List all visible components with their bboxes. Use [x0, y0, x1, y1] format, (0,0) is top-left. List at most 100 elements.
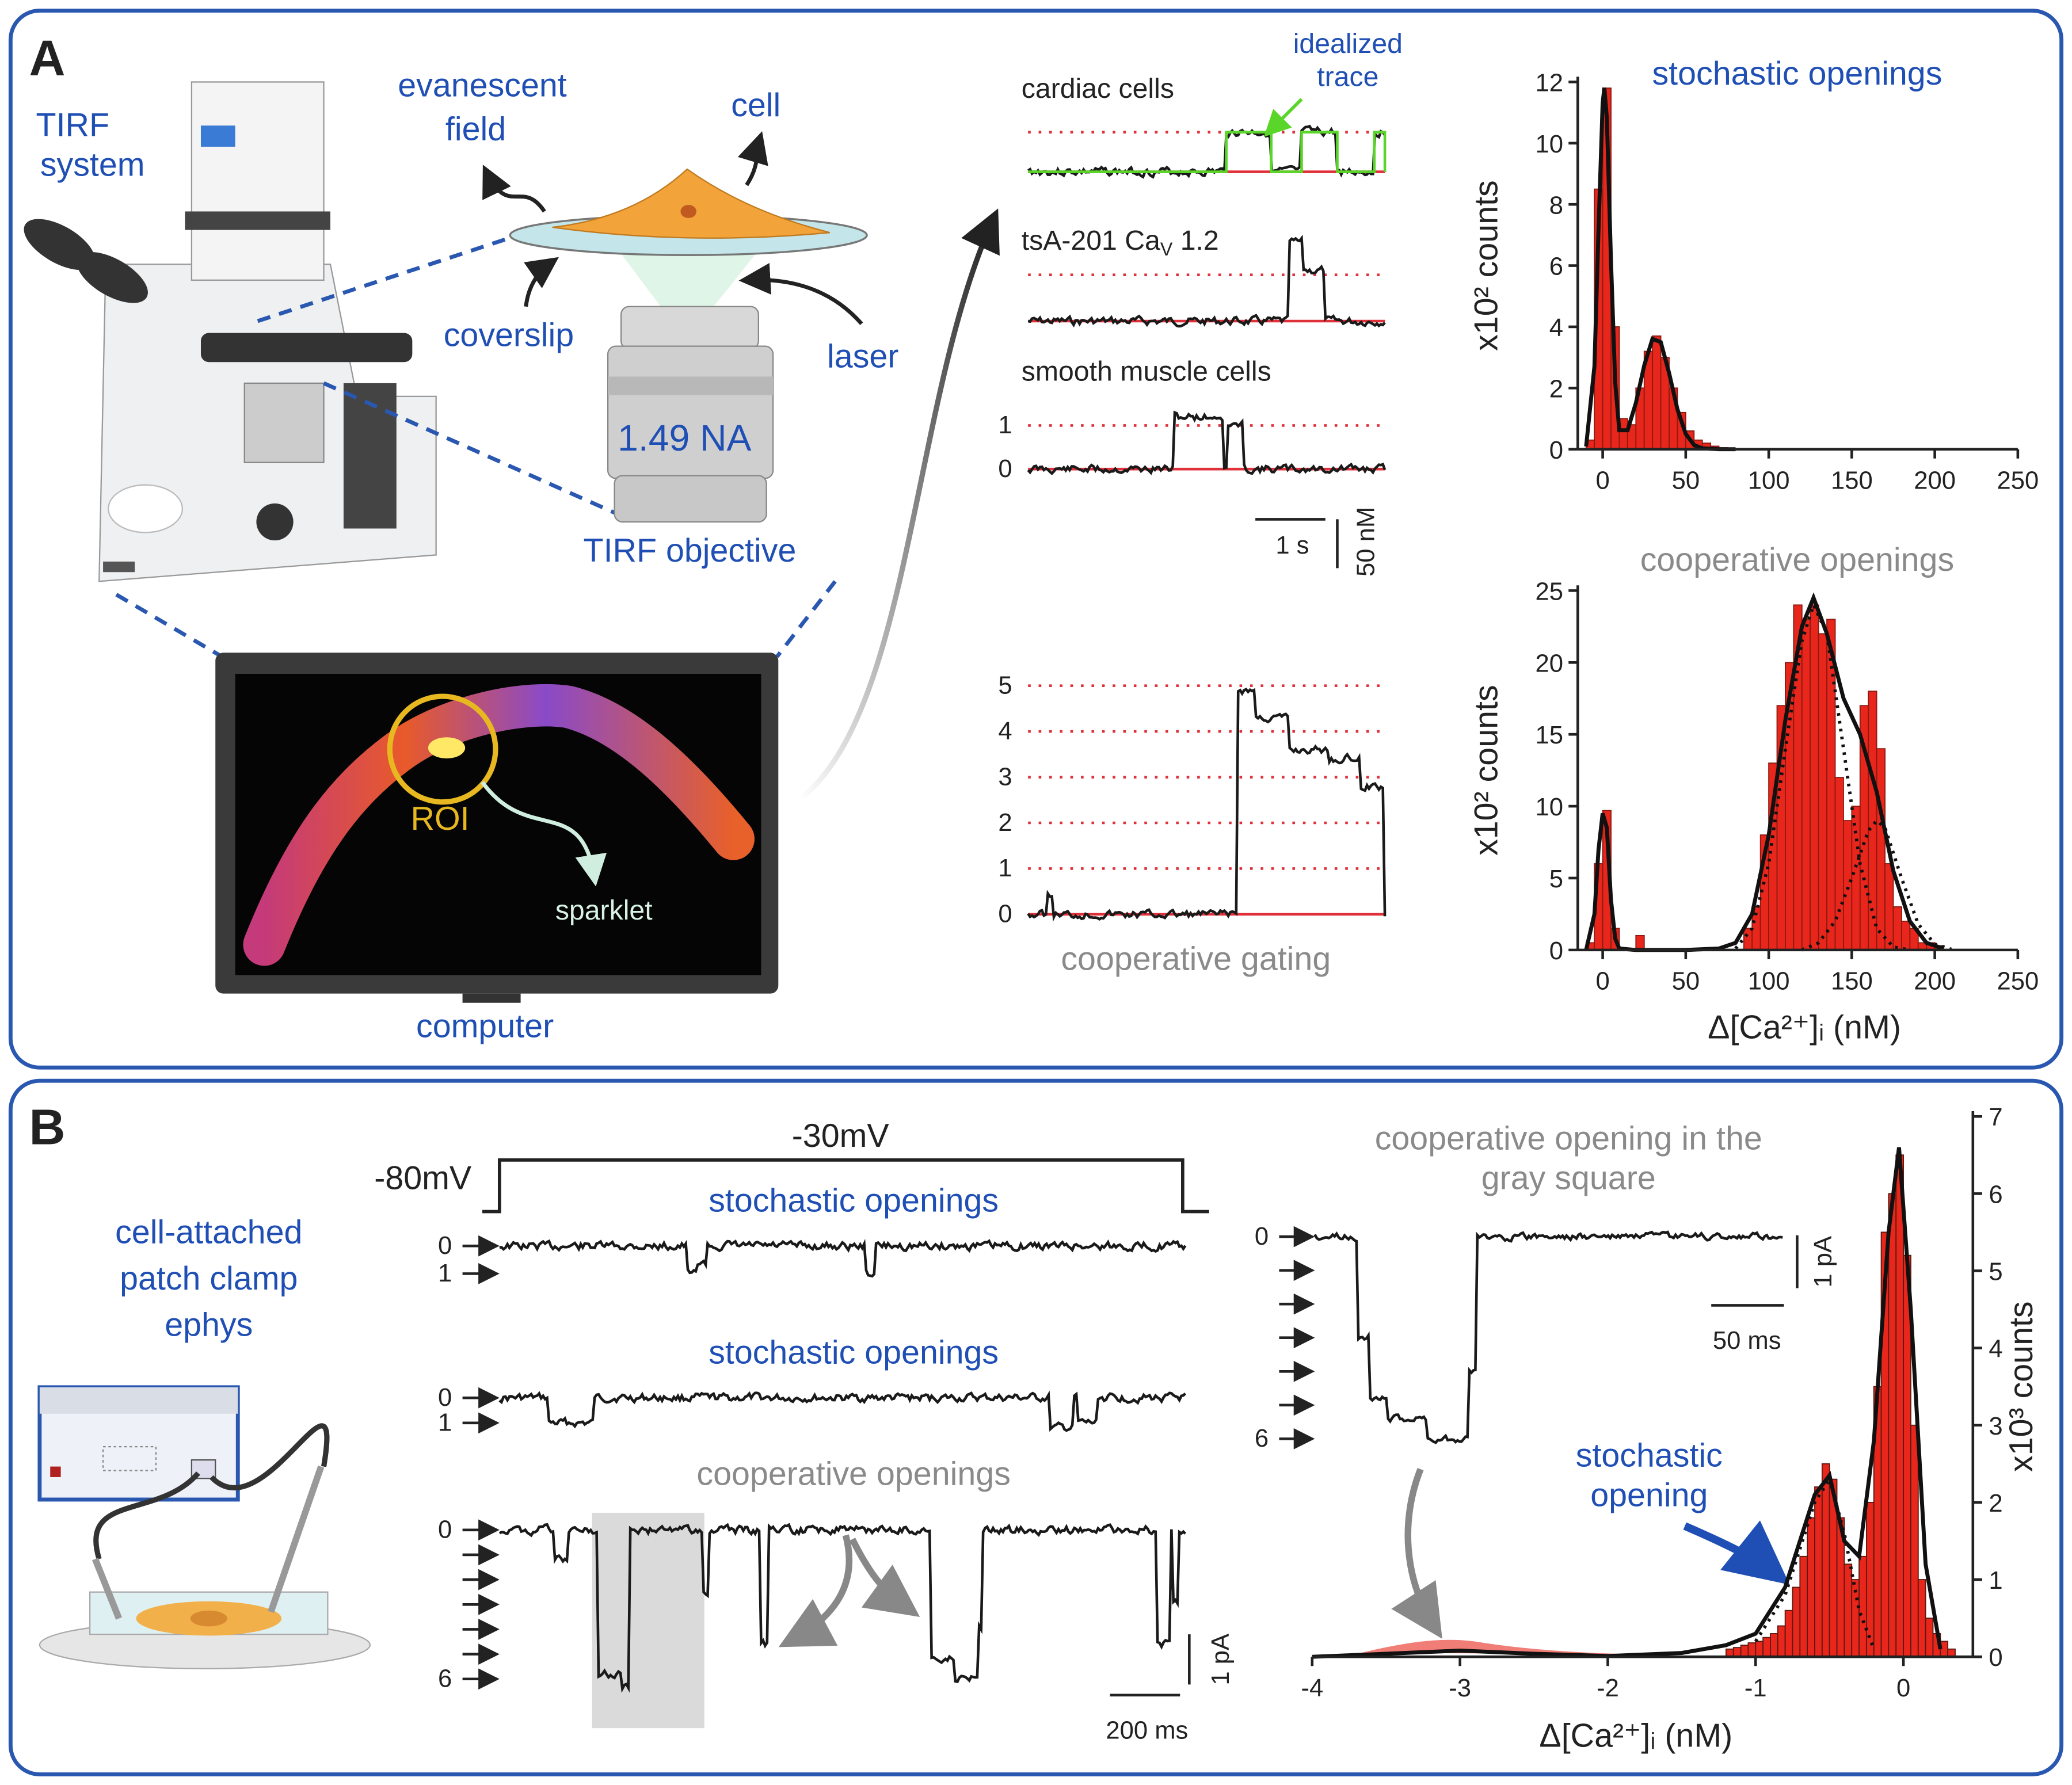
bar [1807, 1517, 1815, 1658]
series-name: stochastic openings [709, 1182, 999, 1219]
level-label: 5 [998, 672, 1012, 699]
trace [498, 1523, 1187, 1693]
chart-title: cooperative openings [1640, 541, 1954, 578]
bar [1755, 1641, 1764, 1658]
bar [1740, 1645, 1749, 1658]
cell [552, 168, 831, 239]
level-label: 0 [438, 1384, 452, 1412]
y-tick-label: 8 [1549, 192, 1563, 219]
laser-beam [621, 253, 756, 307]
nucleus [680, 204, 696, 218]
bar [1743, 928, 1753, 951]
trace [1027, 410, 1387, 475]
label: 1.49 NA [618, 417, 751, 459]
y-tick-label: 1 [1989, 1567, 2002, 1595]
y-tick-label: 6 [1549, 253, 1563, 281]
x-tick-label: 0 [1595, 467, 1609, 495]
x-tick-label: 100 [1748, 467, 1790, 495]
bar [1747, 1642, 1757, 1658]
bar [1834, 777, 1844, 951]
bar [1925, 1618, 1934, 1658]
level-label: 1 [438, 1260, 452, 1287]
series-name-part: V [1160, 239, 1173, 260]
bar [1844, 1563, 1853, 1658]
y-tick-label: 20 [1536, 650, 1564, 677]
annotation-arrow [1263, 98, 1303, 137]
fit-curve [1584, 87, 1736, 452]
trace [498, 1390, 1187, 1432]
bar [1792, 1586, 1801, 1658]
y-tick-label: 5 [1989, 1258, 2002, 1286]
x-tick-label: -2 [1597, 1675, 1619, 1702]
bar [1784, 1609, 1793, 1658]
y-tick-label: 10 [1536, 131, 1564, 158]
x-tick-label: 150 [1831, 968, 1873, 996]
label: cell [731, 87, 780, 124]
fit-curve [1734, 600, 1910, 952]
y-tick-label: 10 [1536, 794, 1564, 821]
computer [215, 653, 779, 1003]
bar [1770, 1633, 1778, 1658]
level-label: 0 [1255, 1223, 1269, 1250]
y-tick-label: 4 [1989, 1336, 2002, 1363]
series-name-part: 1.2 [1172, 225, 1218, 256]
label: sparklet [555, 895, 653, 926]
bar [1732, 1647, 1742, 1658]
arrow [481, 781, 607, 887]
label: field [445, 110, 506, 147]
x-tick-label: 250 [1997, 467, 2039, 495]
scale-label: 200 ms [1106, 1717, 1188, 1745]
x-tick-label: 0 [1896, 1675, 1910, 1702]
bar [1892, 906, 1902, 951]
bar [1900, 920, 1911, 951]
bar [1910, 1424, 1919, 1658]
bar [1635, 935, 1645, 951]
label: TIRF [36, 107, 109, 144]
arrow [798, 208, 1000, 802]
label: TIRF objective [584, 532, 797, 569]
y-tick-label: 3 [1989, 1413, 2002, 1440]
x-tick-label: 100 [1748, 968, 1790, 996]
x-tick-label: 250 [1997, 968, 2039, 996]
trace [1027, 234, 1386, 328]
y-axis-label: x10² counts [1468, 685, 1505, 856]
chart-title: gray square [1481, 1160, 1656, 1196]
trace [1313, 1230, 1783, 1444]
series-name: smooth muscle cells [1022, 356, 1271, 387]
y-tick-label: 0 [1549, 437, 1563, 464]
bar [1865, 1501, 1875, 1658]
voltage-label: -80mV [374, 1160, 472, 1196]
y-tick-label: 0 [1549, 937, 1563, 965]
label: ephys [165, 1306, 253, 1343]
label: laser [827, 338, 898, 375]
y-tick-label: 7 [1989, 1104, 2002, 1131]
voltage-label: -30mV [792, 1117, 890, 1154]
bar [1814, 1486, 1823, 1658]
panel-frame [8, 1078, 2064, 1776]
y-tick-label: 6 [1989, 1181, 2002, 1208]
idealized-trace [1028, 131, 1387, 173]
bar [1777, 1625, 1786, 1658]
panel-label: B [29, 1099, 66, 1155]
arrow [778, 1468, 1442, 1647]
label: system [40, 146, 145, 183]
level-label: 1 [998, 855, 1012, 882]
level-label: 1 [438, 1409, 452, 1437]
voltage-protocol [482, 1158, 1209, 1214]
arrow [482, 131, 863, 325]
patch-setup [37, 1385, 371, 1670]
annotation: trace [1317, 61, 1378, 92]
level-label: 4 [998, 718, 1012, 745]
y-axis-label: x10² counts [1468, 180, 1505, 351]
bar [1799, 1555, 1808, 1658]
level-label: 6 [438, 1665, 452, 1693]
bar [1810, 604, 1819, 951]
label: ROI [411, 800, 470, 837]
x-tick-label: -1 [1745, 1675, 1767, 1702]
label: evanescent [398, 67, 567, 104]
y-tick-label: 5 [1549, 865, 1563, 893]
x-tick-label: 200 [1914, 968, 1956, 996]
bar [1895, 1154, 1905, 1658]
scale-label: 1 pA [1810, 1236, 1837, 1288]
bar [1868, 691, 1877, 951]
